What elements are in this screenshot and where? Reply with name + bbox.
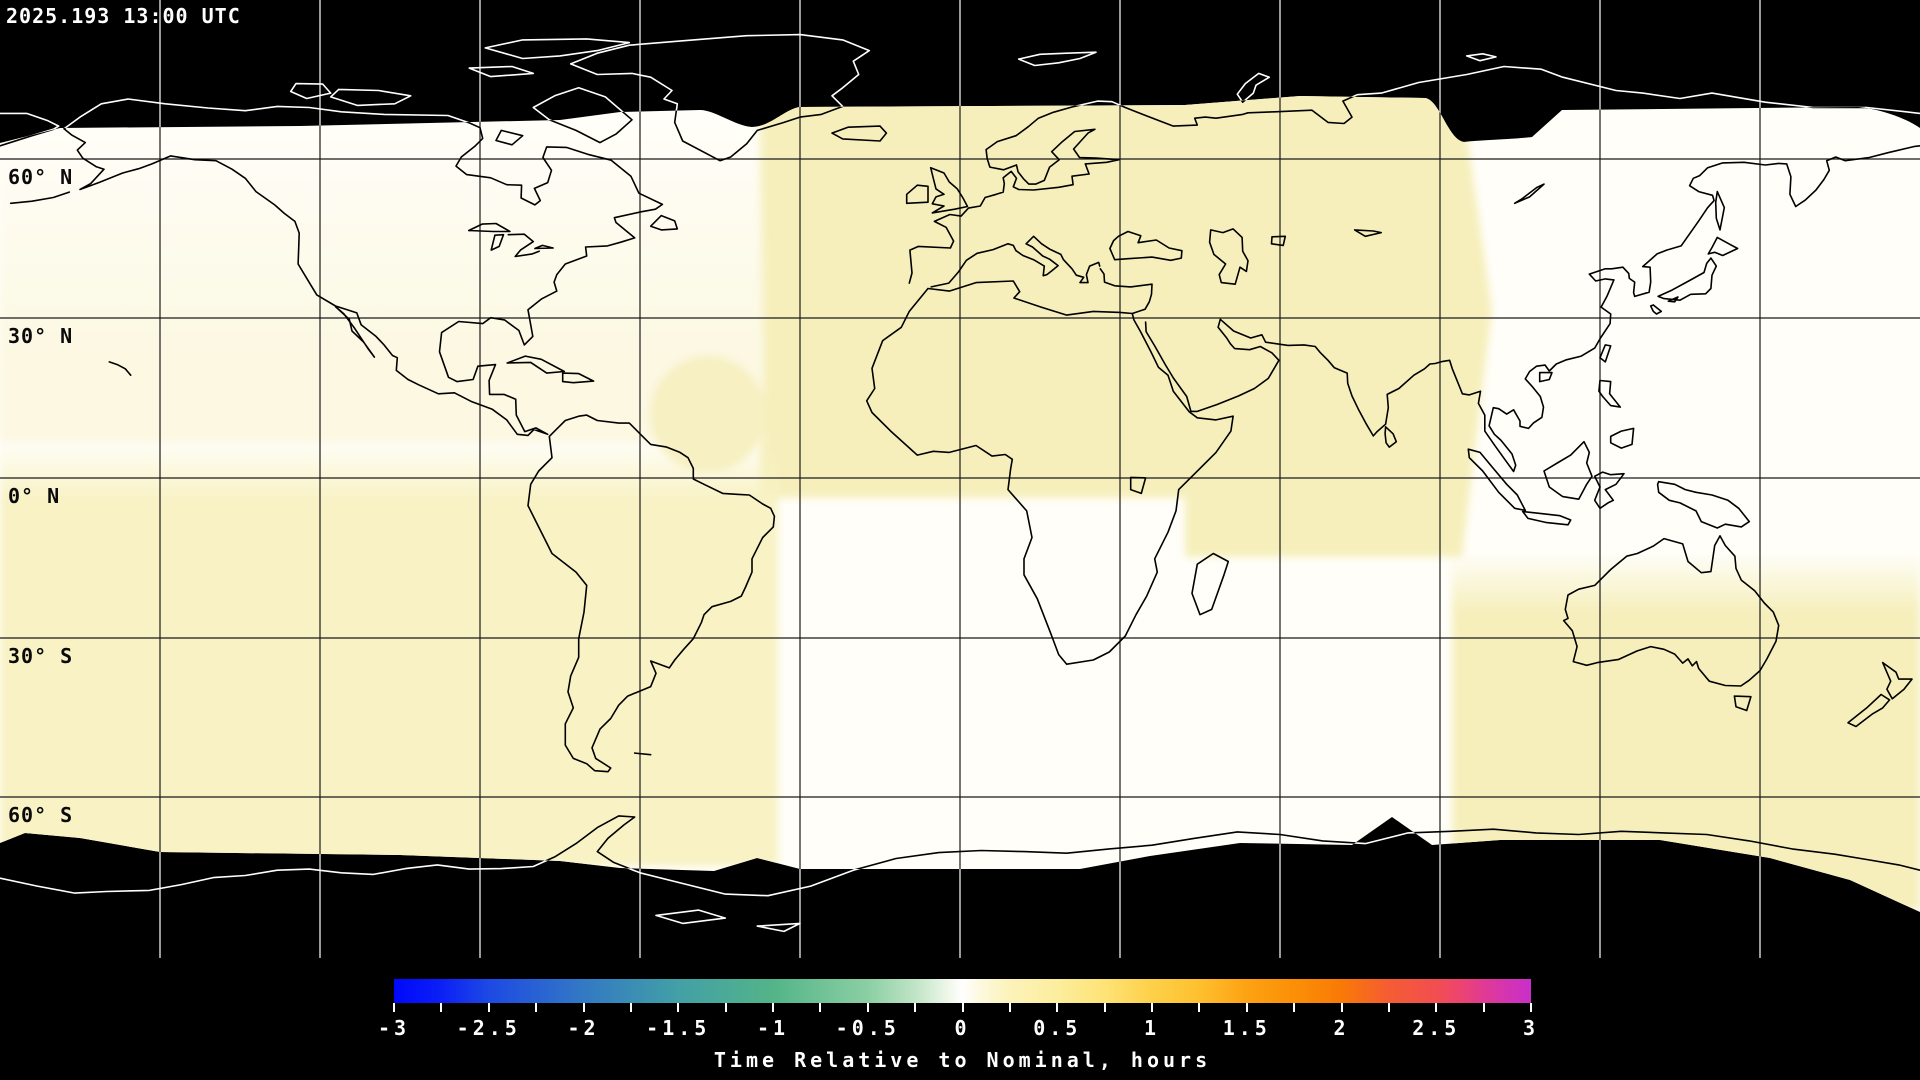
colorbar-tick-mark (1293, 1003, 1296, 1012)
colorbar-tick-mark (393, 1003, 395, 1012)
colorbar-tick-label: 2.5 (1412, 1016, 1461, 1040)
colorbar-tick-mark (1151, 1003, 1153, 1012)
colorbar-title: Time Relative to Nominal, hours (713, 1048, 1212, 1072)
colorbar-tick-mark (440, 1003, 443, 1012)
latitude-label: 0° N (8, 484, 61, 508)
latitude-label: 30° N (8, 324, 74, 348)
colorbar-tick-label: 2 (1333, 1016, 1350, 1040)
map-canvas-svg (0, 0, 1920, 958)
colorbar-tick-label: 0.5 (1033, 1016, 1082, 1040)
time-offset-swaths (0, 96, 1920, 910)
colorbar-tick-label: -2.5 (456, 1016, 521, 1040)
colorbar-tick-mark (1008, 1003, 1011, 1012)
timestamp-label: 2025.193 13:00 UTC (6, 4, 241, 28)
colorbar-tick-mark (487, 1003, 490, 1012)
colorbar-tick-mark (866, 1003, 869, 1012)
southwest-pacific-south-america-swath (0, 440, 778, 866)
colorbar-tick-label: -2 (567, 1016, 600, 1040)
colorbar-tick-mark (914, 1003, 917, 1012)
colorbar-tick-label: -3 (377, 1016, 411, 1040)
colorbar-tick-mark (629, 1003, 632, 1012)
colorbar-tick-label: 3 (1522, 1016, 1540, 1040)
graticule-dark (0, 96, 1920, 912)
world-map: 2025.193 13:00 UTC 60° N 30° N 0° N 30° S 60… (0, 0, 1920, 958)
colorbar-tick-mark (724, 1003, 727, 1012)
latitude-label: 60° S (8, 803, 74, 827)
colorbar-tick-label: -0.5 (835, 1016, 900, 1040)
colorbar-tick-mark (677, 1003, 680, 1012)
latitude-label: 60° N (8, 165, 74, 189)
latitude-label: 30° S (8, 644, 74, 668)
colorbar-tick-mark (1340, 1003, 1343, 1012)
colorbar-tick-label: 1 (1143, 1016, 1161, 1040)
colorbar-tick-mark (772, 1003, 774, 1012)
colorbar-tick-mark (582, 1003, 585, 1012)
colorbar-tick-mark (819, 1003, 822, 1012)
colorbar-tick-label: 1.5 (1222, 1016, 1271, 1040)
colorbar-tick-label: -1.5 (646, 1016, 711, 1040)
colorbar-tick-mark (961, 1003, 964, 1012)
colorbar-tick-mark (1387, 1003, 1390, 1012)
orbit-turning-spot-atlantic (650, 356, 766, 472)
colorbar-tick-mark (1482, 1003, 1485, 1012)
colorbar-tick-label: 0 (954, 1016, 971, 1040)
colorbar-tick-mark (1435, 1003, 1438, 1012)
colorbar-tick-mark (535, 1003, 538, 1012)
observed-data-layer (0, 96, 1920, 912)
colorbar-tick-mark (1103, 1003, 1106, 1012)
colorbar-tick-mark (1198, 1003, 1201, 1012)
colorbar-tick-mark (1530, 1003, 1532, 1012)
west-midlat-cream (0, 110, 764, 442)
colorbar-gradient (394, 979, 1531, 1003)
colorbar-tick-mark (1245, 1003, 1248, 1012)
europe-africa-central-asia-swath (760, 96, 1492, 557)
colorbar-tick-mark (1056, 1003, 1059, 1012)
colorbar-tick-label: -1 (756, 1016, 790, 1040)
